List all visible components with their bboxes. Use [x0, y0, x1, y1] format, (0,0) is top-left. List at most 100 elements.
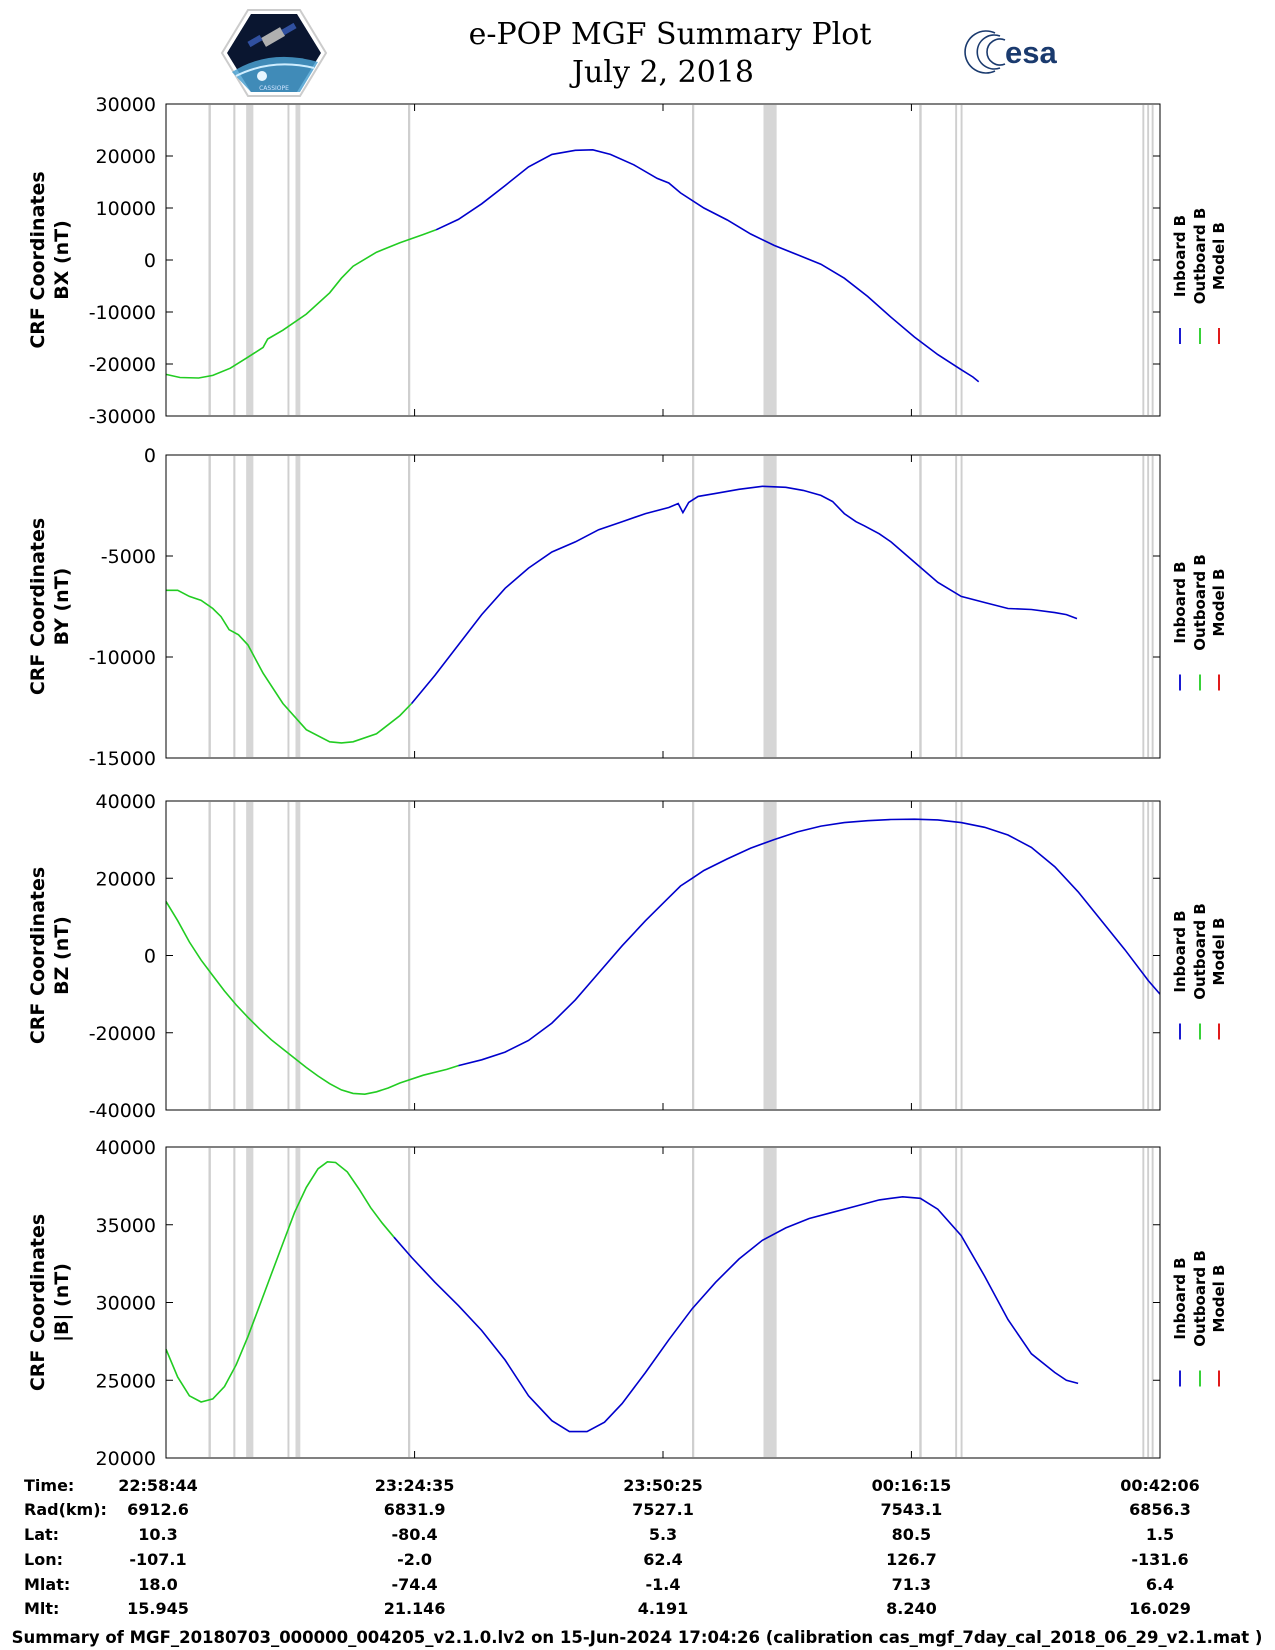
ytick-label-bz-2: 0 — [144, 946, 156, 968]
series-by-inboard-b — [410, 485, 1078, 705]
panels-container: 30000 20000 10000 0 -10000 -20000 -30000 CRF Co… — [27, 94, 1228, 1470]
ephemeris-cell-3-3: 126.7 — [886, 1550, 937, 1569]
axes-box-bx — [165, 103, 1161, 417]
ephemeris-cell-2-4: -1.4 — [646, 1575, 681, 1594]
legend-label-bz-0: Inboard B — [1171, 910, 1189, 992]
ephemeris-cell-1-5: 21.146 — [384, 1599, 446, 1618]
panel-by: 0 -5000 -10000 -15000 CRF Coordinates BY (nT)… — [27, 445, 1228, 770]
esa-logo-text: esa — [1005, 35, 1057, 70]
ephemeris-cell-4-2: 1.5 — [1146, 1525, 1174, 1544]
panel-bmag: 40000 35000 30000 25000 20000 CRF Coordinates… — [27, 1137, 1228, 1470]
ephemeris-cell-2-5: 4.191 — [638, 1599, 689, 1618]
ephemeris-cell-1-3: -2.0 — [397, 1550, 432, 1569]
data-gap-bz-8 — [919, 802, 922, 1109]
axes-box-bmag — [165, 1146, 1161, 1459]
ylabel-bmag-line1: CRF Coordinates — [27, 1214, 49, 1391]
data-gap-bz-5 — [408, 802, 411, 1109]
data-gap-bmag-6 — [692, 1148, 695, 1457]
data-gap-bx-10 — [960, 105, 963, 415]
ephemeris-cell-4-5: 16.029 — [1129, 1599, 1191, 1618]
ephemeris-cell-4-1: 6856.3 — [1129, 1500, 1191, 1519]
data-gap-bmag-1 — [233, 1148, 236, 1457]
data-gap-bz-6 — [692, 802, 695, 1109]
ytick-label-by-0: 0 — [144, 445, 156, 467]
ytick-label-bz-3: -20000 — [89, 1023, 156, 1045]
ytick-label-bx-4: -10000 — [89, 302, 156, 324]
data-gap-bz-11 — [1142, 802, 1145, 1109]
ylabel-by-line1: CRF Coordinates — [27, 518, 49, 695]
ephemeris-cell-3-0: 00:16:15 — [872, 1476, 952, 1495]
legend-label-bmag-2: Model B — [1210, 1265, 1228, 1333]
ytick-label-bz-0: 40000 — [96, 791, 156, 813]
legend-label-bmag-1: Outboard B — [1191, 1250, 1209, 1347]
data-gap-by-4 — [295, 456, 301, 757]
data-gap-bx-5 — [408, 105, 411, 415]
data-gap-bz-13 — [1151, 802, 1154, 1109]
data-gap-bx-9 — [955, 105, 958, 415]
data-gap-bx-8 — [919, 105, 922, 415]
data-gap-by-11 — [1142, 456, 1145, 757]
footer-summary: Summary of MGF_20180703_000000_004205_v2… — [12, 1628, 1263, 1647]
panel-bx: 30000 20000 10000 0 -10000 -20000 -30000 CRF Co… — [27, 94, 1228, 428]
data-gap-by-10 — [960, 456, 963, 757]
ytick-label-bx-1: 20000 — [96, 146, 156, 168]
ytick-label-bmag-2: 30000 — [96, 1293, 156, 1315]
ephemeris-row-label-0: Time: — [24, 1476, 74, 1495]
data-gap-by-2 — [246, 456, 254, 757]
data-gap-bmag-11 — [1142, 1148, 1145, 1457]
data-gap-bx-7 — [763, 105, 777, 415]
ytick-label-bmag-0: 40000 — [96, 1137, 156, 1159]
cassiope-caption: CASSIOPE — [259, 85, 289, 92]
series-bz-outboard-b — [165, 900, 459, 1096]
data-gap-bmag-0 — [208, 1148, 211, 1457]
data-gap-bx-1 — [233, 105, 236, 415]
ytick-label-bz-4: -40000 — [89, 1100, 156, 1122]
legend-label-bx-0: Inboard B — [1171, 215, 1189, 297]
plot-title: e-POP MGF Summary Plot — [469, 17, 872, 52]
axes-box-by — [165, 454, 1161, 759]
ytick-label-bmag-1: 35000 — [96, 1215, 156, 1237]
ephemeris-table: Time: Rad(km): Lat: Lon: Mlat: Mlt: 22:58:44 69… — [24, 1476, 1200, 1618]
ephemeris-row-label-2: Lat: — [24, 1525, 59, 1544]
ephemeris-cell-3-1: 7543.1 — [881, 1500, 943, 1519]
data-gap-by-13 — [1151, 456, 1154, 757]
ephemeris-row-label-4: Mlat: — [24, 1575, 70, 1594]
ephemeris-cell-4-4: 6.4 — [1146, 1575, 1174, 1594]
ytick-label-bx-5: -20000 — [89, 354, 156, 376]
data-gap-bz-9 — [955, 802, 958, 1109]
data-gap-bmag-12 — [1147, 1148, 1150, 1457]
ephemeris-cell-4-0: 00:42:06 — [1120, 1476, 1200, 1495]
series-bmag-outboard-b — [165, 1160, 395, 1403]
legend-label-bx-1: Outboard B — [1191, 208, 1209, 305]
ephemeris-cell-1-0: 23:24:35 — [375, 1476, 455, 1495]
axes-box-bz — [165, 800, 1161, 1111]
data-gap-bz-2 — [246, 802, 254, 1109]
data-gap-bmag-3 — [287, 1148, 290, 1457]
ephemeris-cell-2-2: 5.3 — [649, 1525, 677, 1544]
data-gap-by-8 — [919, 456, 922, 757]
data-gap-by-9 — [955, 456, 958, 757]
ephemeris-cell-2-1: 7527.1 — [632, 1500, 694, 1519]
data-gap-bmag-7 — [763, 1148, 777, 1457]
ephemeris-cell-0-2: 10.3 — [138, 1525, 177, 1544]
data-gap-bz-10 — [960, 802, 963, 1109]
panel-bz: 40000 20000 0 -20000 -40000 CRF Coordinates BZ… — [27, 791, 1228, 1122]
data-gap-bx-12 — [1147, 105, 1150, 415]
ytick-label-by-1: -5000 — [101, 546, 156, 568]
esa-logo: esa — [964, 30, 1057, 74]
data-gap-bx-0 — [208, 105, 211, 415]
ephemeris-cell-3-2: 80.5 — [892, 1525, 931, 1544]
ephemeris-cell-1-4: -74.4 — [392, 1575, 438, 1594]
data-gap-bz-12 — [1147, 802, 1150, 1109]
ytick-label-bx-0: 30000 — [96, 94, 156, 116]
ephemeris-row-label-5: Mlt: — [24, 1599, 59, 1618]
data-gap-bz-4 — [295, 802, 301, 1109]
cassiope-mission-logo: CASSIOPE — [220, 9, 328, 97]
ephemeris-cell-0-5: 15.945 — [127, 1599, 189, 1618]
ylabel-by-line2: BY (nT) — [51, 568, 73, 646]
plot-date: July 2, 2018 — [569, 55, 754, 90]
data-gap-bx-13 — [1151, 105, 1154, 415]
legend-label-bmag-0: Inboard B — [1171, 1257, 1189, 1339]
data-gap-bx-6 — [692, 105, 695, 415]
